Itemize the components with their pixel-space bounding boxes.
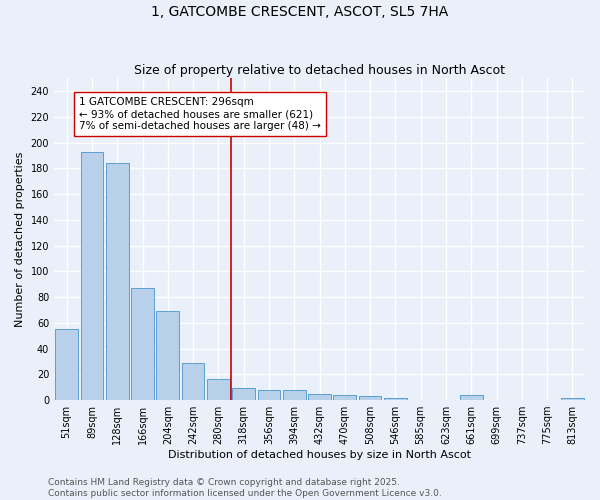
Y-axis label: Number of detached properties: Number of detached properties — [15, 152, 25, 327]
Bar — [55, 330, 78, 400]
Bar — [257, 390, 280, 400]
X-axis label: Distribution of detached houses by size in North Ascot: Distribution of detached houses by size … — [168, 450, 471, 460]
Bar — [460, 395, 482, 400]
Text: 1 GATCOMBE CRESCENT: 296sqm
← 93% of detached houses are smaller (621)
7% of sem: 1 GATCOMBE CRESCENT: 296sqm ← 93% of det… — [79, 98, 321, 130]
Text: 1, GATCOMBE CRESCENT, ASCOT, SL5 7HA: 1, GATCOMBE CRESCENT, ASCOT, SL5 7HA — [151, 5, 449, 19]
Bar — [80, 152, 103, 400]
Text: Contains HM Land Registry data © Crown copyright and database right 2025.
Contai: Contains HM Land Registry data © Crown c… — [48, 478, 442, 498]
Bar — [359, 396, 382, 400]
Bar — [561, 398, 584, 400]
Bar — [207, 380, 230, 400]
Bar — [131, 288, 154, 400]
Bar — [182, 362, 205, 400]
Bar — [334, 395, 356, 400]
Bar — [308, 394, 331, 400]
Title: Size of property relative to detached houses in North Ascot: Size of property relative to detached ho… — [134, 64, 505, 77]
Bar — [384, 398, 407, 400]
Bar — [157, 311, 179, 400]
Bar — [232, 388, 255, 400]
Bar — [283, 390, 305, 400]
Bar — [106, 163, 128, 400]
